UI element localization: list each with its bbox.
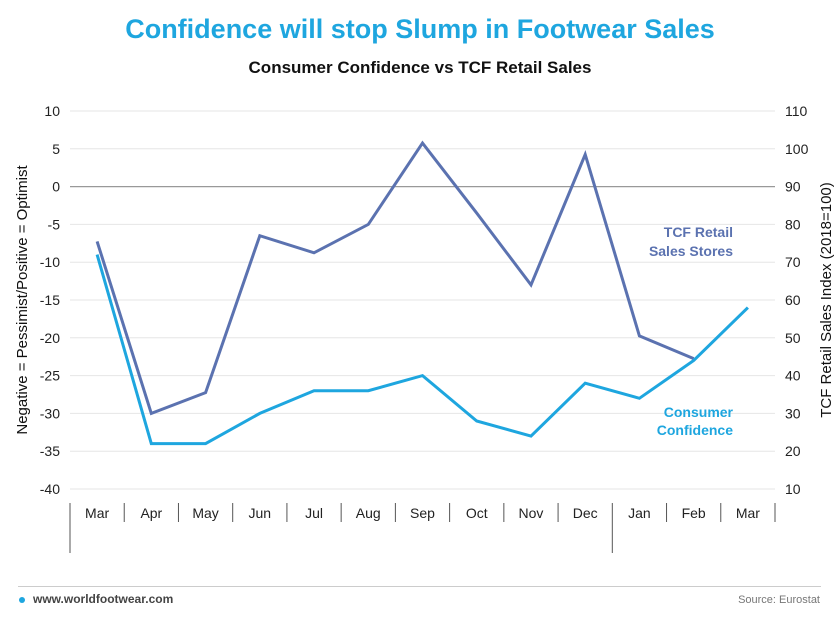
series-lines (95, 140, 749, 446)
x-tick-label: Jun (249, 505, 272, 521)
left-axis-label: Negative = Pessimist/Positive = Optimist (14, 165, 31, 435)
left-tick-label: -35 (40, 443, 60, 459)
right-tick-label: 60 (785, 292, 801, 308)
consumer-confidence-line (95, 254, 749, 446)
tcf-series-label-line2: Sales Stores (649, 243, 733, 259)
left-tick-label: -10 (40, 254, 60, 270)
footer-bullet-icon (19, 597, 25, 603)
right-tick-label: 20 (785, 443, 801, 459)
chart-subtitle: Consumer Confidence vs TCF Retail Sales (248, 58, 592, 77)
left-tick-label: 0 (52, 179, 60, 195)
x-tick-label: Mar (736, 505, 760, 521)
left-tick-label: -20 (40, 330, 60, 346)
x-axis: Mar Apr May Jun Jul Aug Sep Oct Nov Dec Jan Feb Mar (69, 503, 776, 553)
right-tick-label: 50 (785, 330, 801, 346)
left-tick-label: -25 (40, 368, 60, 384)
right-axis-label: TCF Retail Sales Index (2018=100) (818, 182, 835, 418)
left-tick-label: 10 (44, 103, 60, 119)
right-tick-label: 80 (785, 216, 801, 232)
x-tick-label: Sep (410, 505, 435, 521)
right-tick-label: 70 (785, 254, 801, 270)
x-tick-label: Nov (519, 505, 544, 521)
right-tick-label: 100 (785, 141, 809, 157)
x-tick-label: May (192, 505, 218, 521)
left-tick-label: -5 (48, 216, 61, 232)
consumer-series-label-line2: Confidence (657, 422, 733, 438)
right-tick-label: 110 (785, 103, 808, 119)
left-tick-label: -15 (40, 292, 60, 308)
chart-title: Confidence will stop Slump in Footwear S… (125, 14, 715, 44)
right-tick-label: 40 (785, 368, 801, 384)
x-tick-label: Oct (466, 505, 488, 521)
footer-website: www.worldfootwear.com (33, 592, 174, 606)
left-tick-label: 5 (52, 141, 60, 157)
left-axis-ticks: 10 5 0 -5 -10 -15 -20 -25 -30 -35 -40 (40, 103, 60, 497)
x-tick-label: Mar (85, 505, 109, 521)
left-tick-label: -40 (40, 481, 60, 497)
x-tick-label: Apr (140, 505, 162, 521)
grid-lines (70, 110, 775, 490)
x-tick-label: Aug (356, 505, 381, 521)
x-tick-label: Jul (305, 505, 323, 521)
right-tick-label: 90 (785, 179, 801, 195)
x-tick-label: Feb (682, 505, 706, 521)
footer-divider (18, 586, 821, 587)
x-tick-label: Dec (573, 505, 598, 521)
left-tick-label: -30 (40, 405, 60, 421)
tcf-series-label-line1: TCF Retail (664, 224, 733, 240)
tcf-retail-sales-line (95, 140, 695, 416)
right-tick-label: 10 (785, 481, 801, 497)
right-axis-ticks: 110 100 90 80 70 60 50 40 30 20 10 (785, 103, 809, 497)
x-tick-label: Jan (628, 505, 651, 521)
consumer-series-label-line1: Consumer (664, 404, 734, 420)
footer-source: Source: Eurostat (738, 594, 820, 606)
right-tick-label: 30 (785, 405, 801, 421)
